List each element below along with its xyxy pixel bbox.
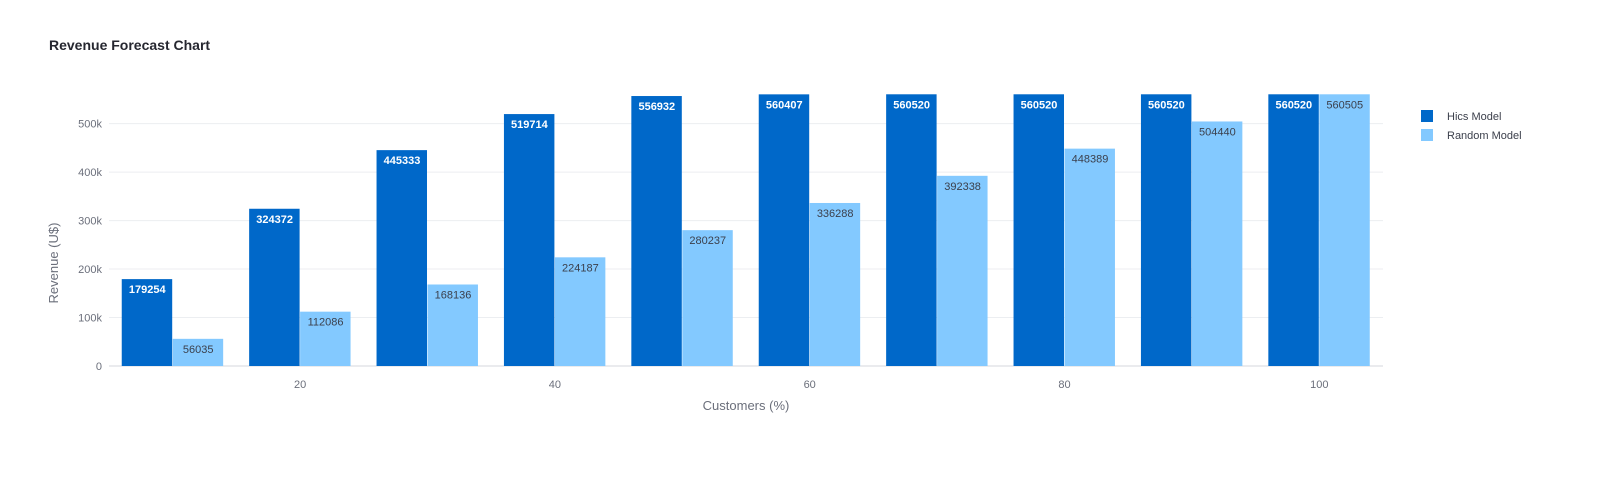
bar xyxy=(1191,121,1243,366)
bars xyxy=(121,94,1370,367)
bar xyxy=(1064,148,1115,366)
y-tick-label: 400k xyxy=(78,167,102,179)
legend-swatch xyxy=(1421,110,1433,122)
bar xyxy=(1140,94,1192,366)
bar-data-label: 392338 xyxy=(944,181,981,193)
bar-data-label: 445333 xyxy=(384,155,421,167)
x-tick-label: 20 xyxy=(294,379,306,391)
legend-label: Random Model xyxy=(1447,130,1522,142)
bar xyxy=(300,311,351,366)
bar xyxy=(631,96,682,366)
bar xyxy=(121,279,173,366)
bar xyxy=(503,114,555,367)
legend-swatch xyxy=(1421,129,1433,141)
bar xyxy=(376,150,427,366)
bar xyxy=(427,284,478,366)
bar-data-label: 556932 xyxy=(638,101,675,113)
x-axis-title: Customers (%) xyxy=(703,398,790,413)
bar-data-label: 224187 xyxy=(562,262,599,274)
bar-data-label: 560520 xyxy=(893,99,930,111)
bar-data-label: 324372 xyxy=(256,214,293,226)
bar-data-label: 168136 xyxy=(435,289,472,301)
bar-data-label: 179254 xyxy=(129,284,167,296)
x-tick-label: 80 xyxy=(1058,379,1070,391)
x-tick-label: 40 xyxy=(549,379,561,391)
x-tick-label: 100 xyxy=(1310,379,1328,391)
bar-data-label: 280237 xyxy=(689,235,726,247)
legend-label: Hics Model xyxy=(1447,111,1501,123)
bar-data-label: 519714 xyxy=(511,119,549,131)
bar xyxy=(1268,94,1319,366)
bar-data-label: 560407 xyxy=(766,99,803,111)
bar-data-label: 448389 xyxy=(1072,154,1109,166)
bar-data-label: 560520 xyxy=(1148,99,1185,111)
bar xyxy=(1013,94,1064,366)
bar xyxy=(249,208,300,366)
bar xyxy=(937,175,988,366)
bar-data-label: 112086 xyxy=(308,317,344,329)
bar-data-labels: 179254 56035 324372 112086 445333 168136 51971… xyxy=(129,99,1363,356)
bar-data-label: 336288 xyxy=(817,208,854,220)
legend[interactable]: Hics Model Random Model xyxy=(1421,110,1522,142)
bar xyxy=(554,257,606,366)
chart-title: Revenue Forecast Chart xyxy=(49,37,211,53)
bar-data-label: 560505 xyxy=(1326,99,1363,111)
bar-data-label: 56035 xyxy=(183,344,214,356)
y-axis-title: Revenue (U$) xyxy=(46,223,61,304)
y-tick-label: 200k xyxy=(78,264,102,276)
bar xyxy=(682,230,733,366)
y-tick-label: 300k xyxy=(78,216,102,228)
bar-data-label: 560520 xyxy=(1275,99,1312,111)
bar xyxy=(1319,94,1370,366)
bar-data-label: 504440 xyxy=(1199,126,1236,138)
axes: Customers (%) Revenue (U$) 0 100k 200k 300k… xyxy=(46,119,1328,413)
bar xyxy=(758,94,810,366)
x-tick-label: 60 xyxy=(804,379,816,391)
y-tick-label: 100k xyxy=(78,313,102,325)
y-tick-label: 0 xyxy=(96,361,102,373)
bar-data-label: 560520 xyxy=(1021,99,1058,111)
bar xyxy=(809,202,861,366)
y-tick-label: 500k xyxy=(78,119,102,131)
bar xyxy=(886,94,937,366)
bar xyxy=(172,338,224,366)
